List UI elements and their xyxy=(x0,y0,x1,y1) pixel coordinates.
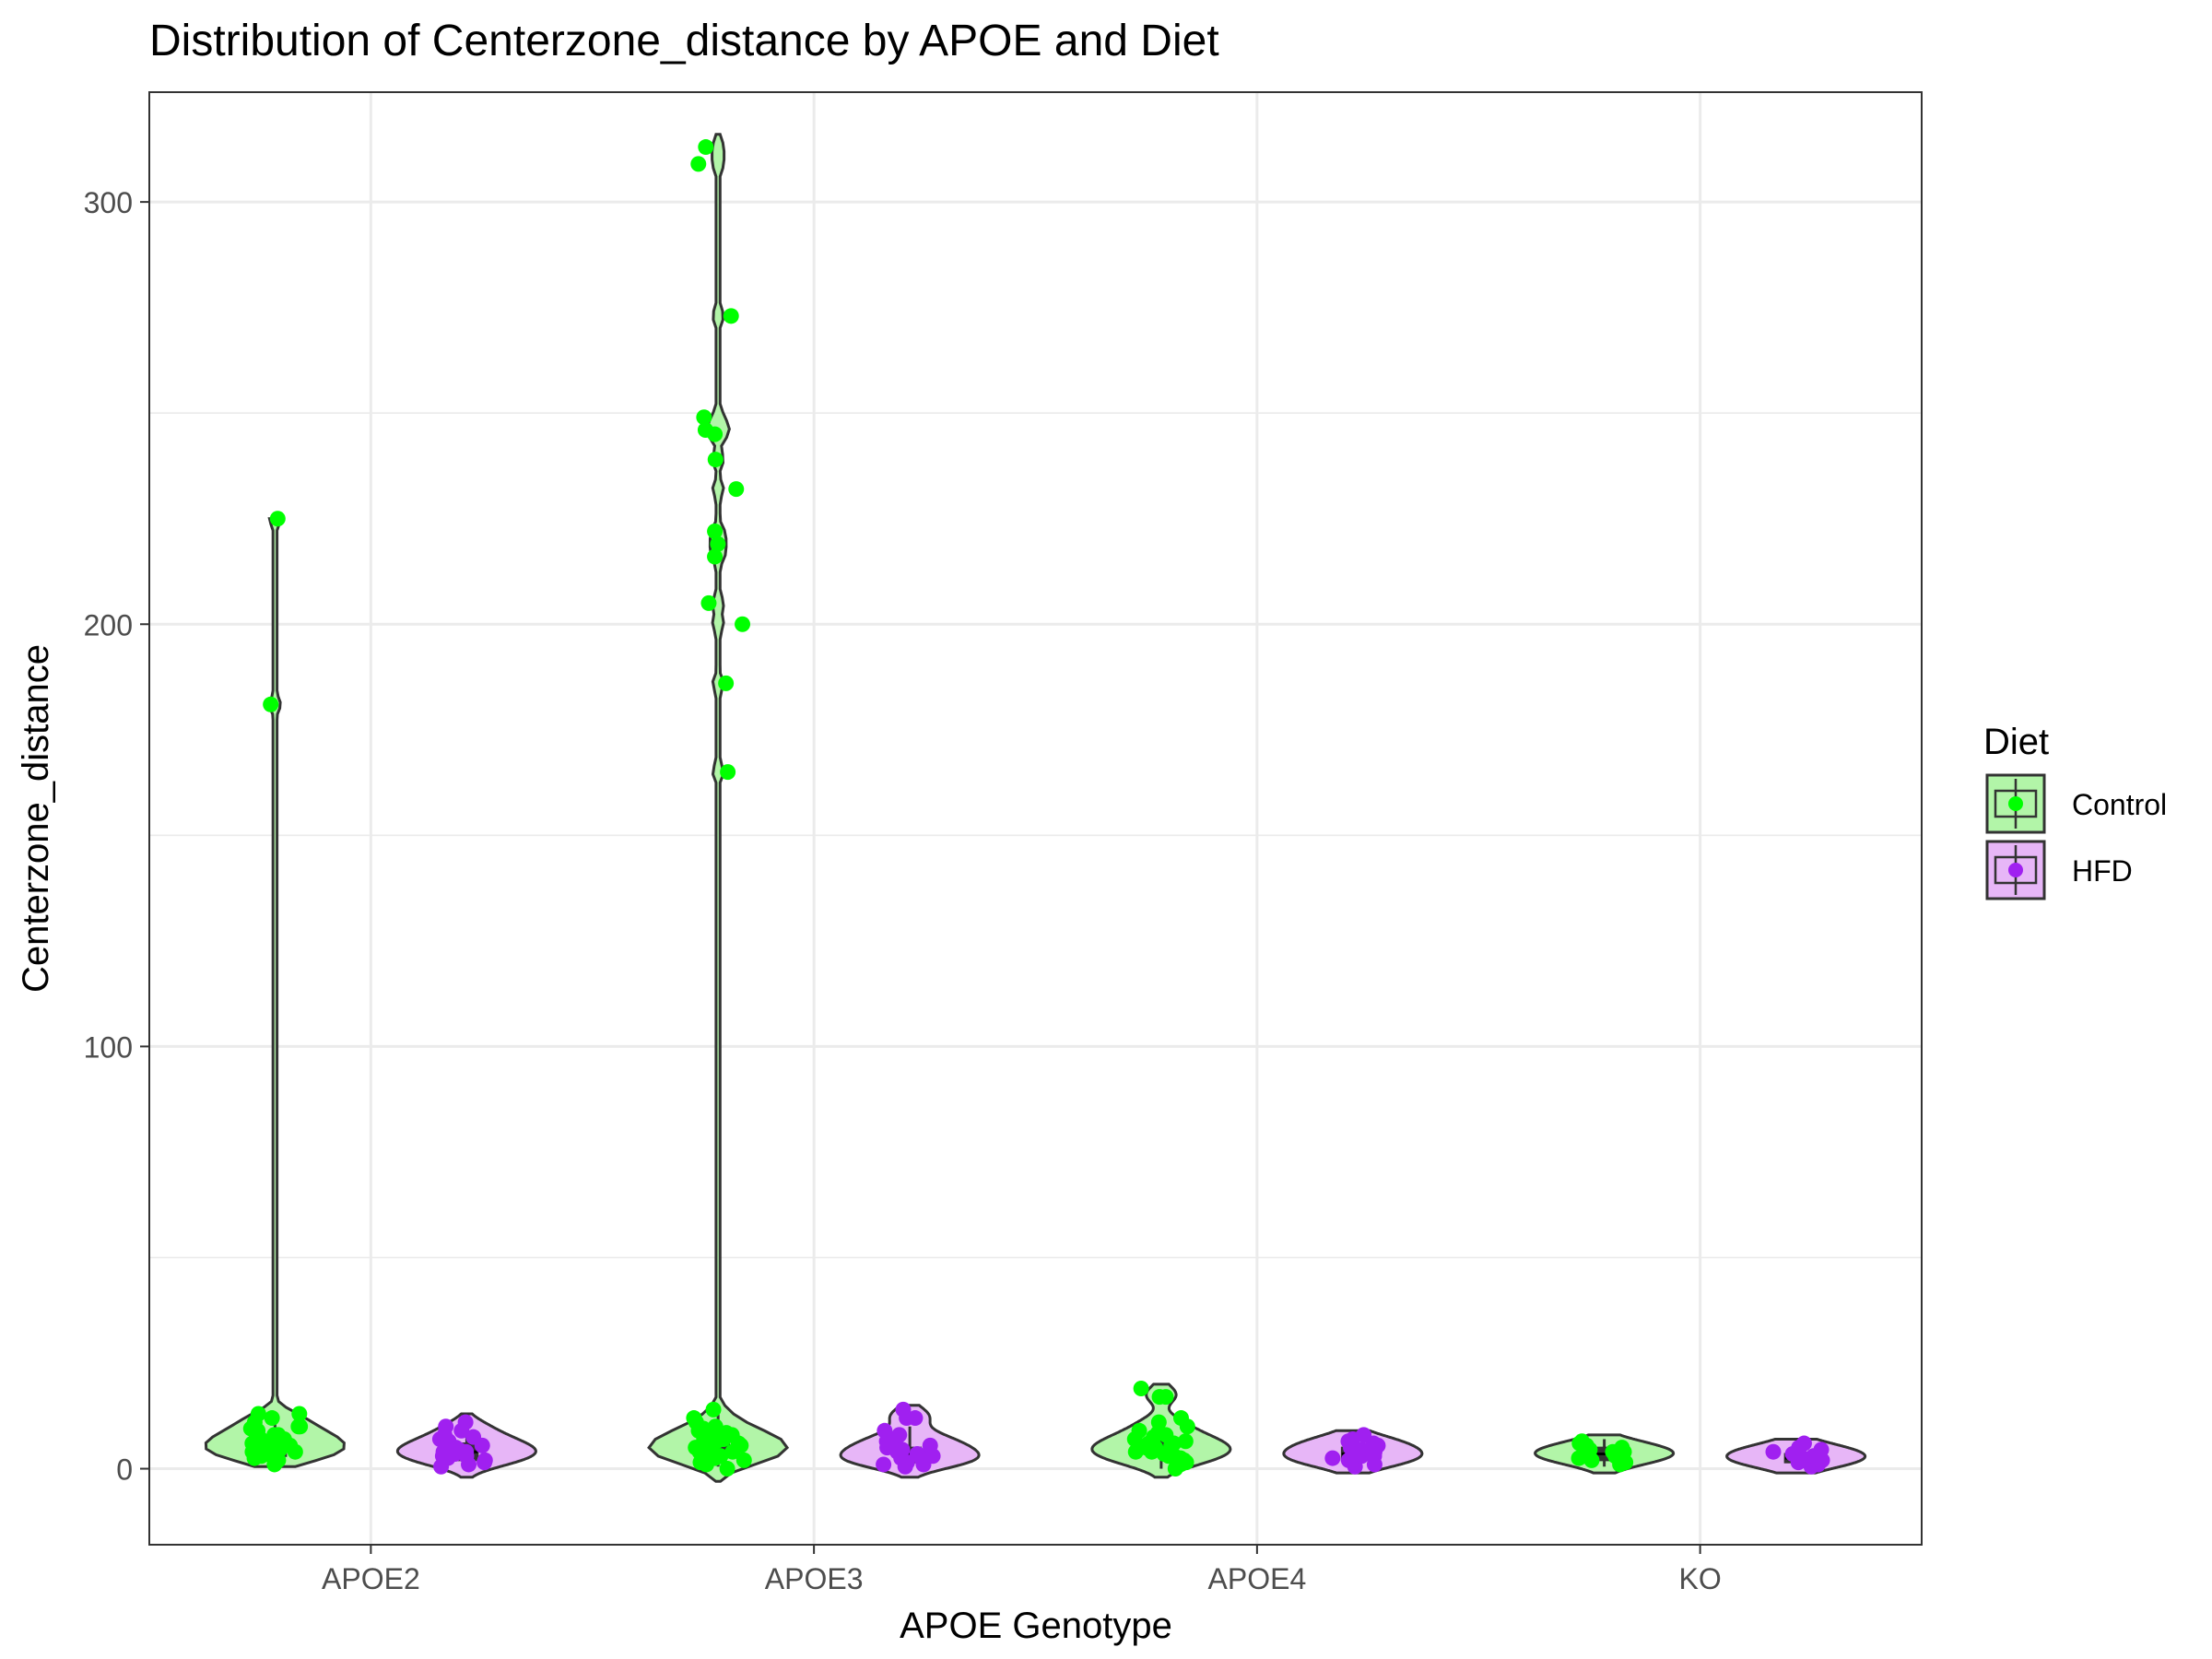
x-tick-label: APOE3 xyxy=(765,1562,864,1595)
y-tick-label: 200 xyxy=(84,608,133,641)
data-point-control xyxy=(266,1427,283,1443)
data-point-control xyxy=(728,481,745,498)
data-point-control xyxy=(250,1406,266,1422)
data-point-control xyxy=(292,1418,309,1435)
data-point-hfd xyxy=(877,1422,893,1439)
legend-key-box xyxy=(1994,855,2038,885)
y-axis-label: Centerzone_distance xyxy=(16,644,56,993)
plot-panel-border xyxy=(148,91,1923,1546)
x-axis-label: APOE Genotype xyxy=(900,1606,1172,1646)
data-point-hfd xyxy=(1356,1427,1372,1443)
data-point-control xyxy=(291,1406,308,1422)
data-point-control xyxy=(1150,1414,1167,1430)
data-point-control xyxy=(1573,1433,1590,1450)
data-point-hfd xyxy=(1813,1441,1830,1458)
chart-title: Distribution of Centerzone_distance by A… xyxy=(149,17,1219,65)
data-point-hfd xyxy=(1765,1443,1782,1460)
legend-title: Diet xyxy=(1983,722,2049,762)
data-point-control xyxy=(263,696,279,712)
y-tick-label: 300 xyxy=(84,186,133,219)
x-tick-label: APOE4 xyxy=(1208,1562,1307,1595)
legend-key-point xyxy=(2008,863,2023,877)
data-point-control xyxy=(707,548,724,565)
data-point-hfd xyxy=(909,1446,925,1462)
data-point-control xyxy=(735,616,751,632)
data-point-hfd xyxy=(894,1441,911,1458)
data-point-hfd xyxy=(1324,1450,1341,1466)
data-point-control xyxy=(697,422,713,439)
legend-key-box xyxy=(1994,789,2038,818)
data-point-control xyxy=(1151,1389,1168,1406)
legend-key-point xyxy=(2008,796,2023,811)
data-point-control xyxy=(700,594,717,611)
data-point-control xyxy=(1133,1380,1149,1396)
data-point-control xyxy=(718,675,735,691)
data-point-control xyxy=(690,156,707,172)
data-point-hfd xyxy=(922,1437,938,1453)
data-point-hfd xyxy=(1795,1435,1812,1452)
violin-control-apoe3 xyxy=(647,133,790,1483)
data-point-hfd xyxy=(891,1427,908,1443)
data-point-hfd xyxy=(465,1429,482,1445)
data-point-hfd xyxy=(477,1452,493,1468)
data-point-control xyxy=(735,1452,752,1468)
x-tick-label: APOE2 xyxy=(322,1562,420,1595)
legend-label-control: Control xyxy=(2072,788,2167,821)
data-point-control xyxy=(1614,1440,1630,1456)
data-point-control xyxy=(264,1410,280,1427)
data-point-control xyxy=(723,308,739,324)
data-point-control xyxy=(698,139,714,156)
data-point-hfd xyxy=(876,1456,892,1473)
data-point-control xyxy=(710,535,726,552)
data-point-control xyxy=(719,1461,735,1477)
legend-label-hfd: HFD xyxy=(2072,854,2133,888)
data-point-control xyxy=(1177,1433,1194,1450)
data-point-hfd xyxy=(895,1401,912,1418)
x-tick-label: KO xyxy=(1679,1562,1722,1595)
data-point-control xyxy=(686,1410,702,1427)
data-point-control xyxy=(696,409,712,426)
data-point-control xyxy=(707,452,724,468)
legend: Diet Control HFD xyxy=(1983,722,2167,900)
data-point-control xyxy=(269,511,286,527)
plot-data xyxy=(204,133,1867,1483)
violin-control-apoe2 xyxy=(204,517,346,1468)
data-point-hfd xyxy=(438,1418,454,1435)
data-point-control xyxy=(707,1418,724,1435)
y-tick-label: 100 xyxy=(84,1030,133,1064)
data-point-control xyxy=(707,523,724,539)
data-point-control xyxy=(1172,1410,1189,1427)
axes: 0 100 200 300 APOE2 APOE3 APOE4 KO xyxy=(84,186,1722,1595)
data-point-control xyxy=(720,764,736,781)
data-point-control xyxy=(705,1401,722,1418)
y-tick-label: 0 xyxy=(116,1453,133,1487)
data-point-hfd xyxy=(457,1414,474,1430)
data-point-control xyxy=(1131,1422,1147,1439)
